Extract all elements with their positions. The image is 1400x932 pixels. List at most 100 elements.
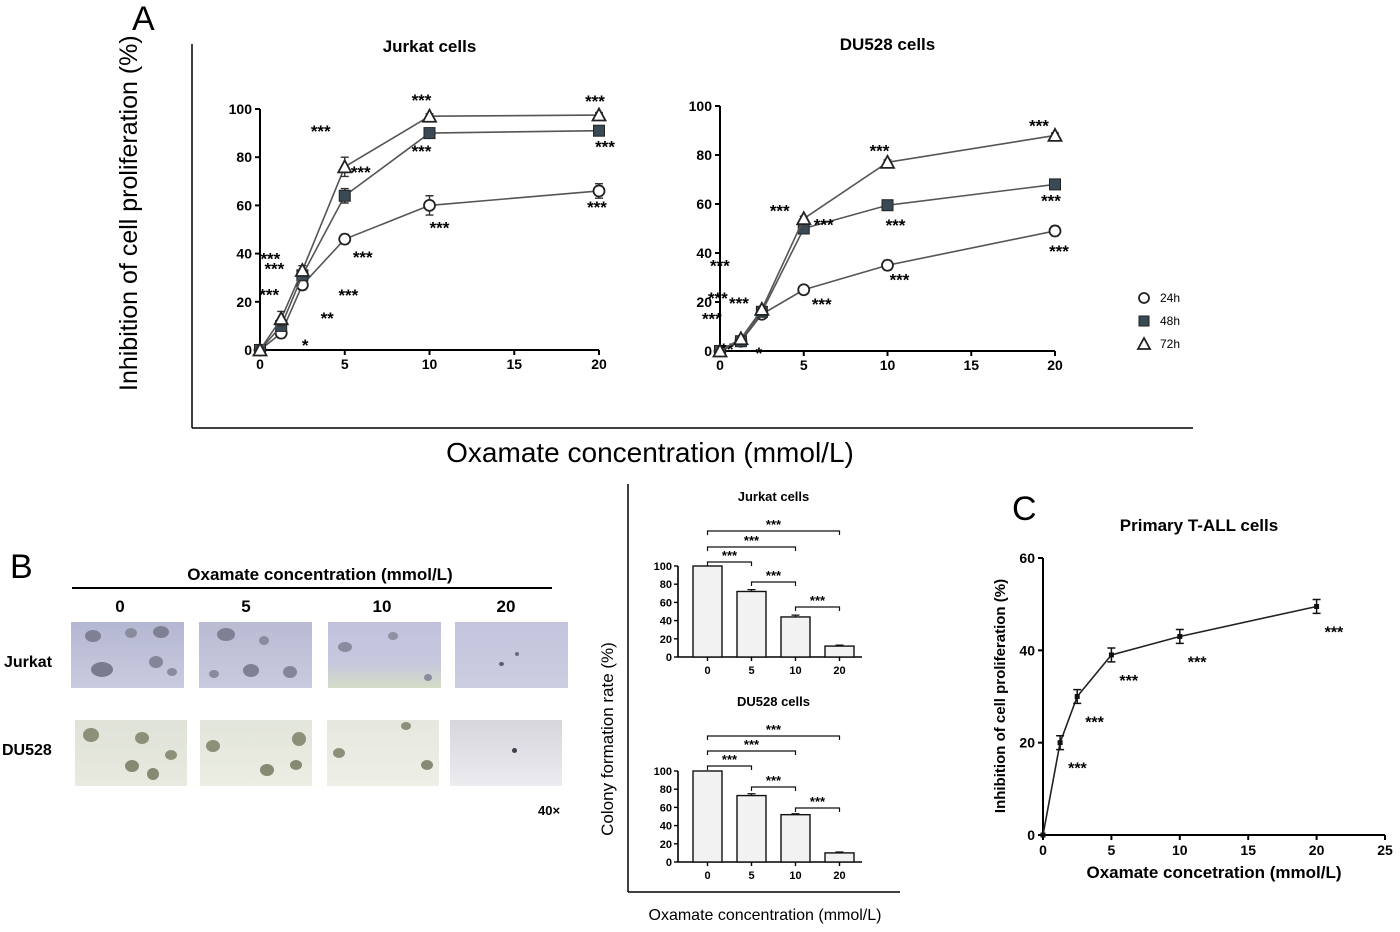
- photo-row-label-jurkat: Jurkat: [4, 654, 53, 671]
- B_du528-bracket-0: [706, 735, 841, 740]
- B_jurkat-bracket-label-0: ***: [766, 517, 782, 532]
- B_jurkat-ytick-label-100: 100: [654, 561, 672, 573]
- B_jurkat-xtick-label-0: 0: [704, 665, 710, 677]
- panel-b-bar-xlabel: Oxamate concentration (mmol/L): [648, 907, 882, 924]
- panel-b-header-rule: [72, 587, 552, 589]
- B_jurkat-bracket-label-2: ***: [722, 548, 738, 563]
- A_jurkat-sig-0-1: *: [302, 336, 309, 355]
- panel-a-xlabel: Oxamate concentration (mmol/L): [446, 437, 854, 468]
- B_jurkat-title: Jurkat cells: [738, 489, 810, 504]
- A_du528-sig-0-2: ***: [702, 309, 722, 328]
- A_du528-sig-0-1: *: [756, 344, 763, 363]
- A_du528-point-2-5: [1046, 127, 1064, 142]
- legend-marker-48h: [1138, 315, 1150, 327]
- A_jurkat-point-2-1: [273, 310, 290, 326]
- A_du528-point-2-2: [753, 300, 770, 316]
- B_jurkat-bar-20: [824, 645, 855, 658]
- chart-c-sig-4: ***: [1188, 654, 1207, 671]
- B_du528-ytick-label-60: 60: [660, 802, 672, 814]
- photo-row-label-du528: DU528: [2, 742, 52, 759]
- B_du528-bracket-label-0: ***: [766, 722, 782, 737]
- chart-c-ylabel: Inhibition of cell proliferation (%): [992, 579, 1009, 813]
- A_jurkat-ytick-label-20: 20: [236, 294, 252, 310]
- A_jurkat-sig-1-4: ***: [412, 142, 432, 161]
- chart-primary-tall: Primary T-ALL cells 0 20 40 60 0 5 10 15 20 25 Oxam…: [992, 516, 1393, 882]
- B_du528-bracket-3: [750, 786, 797, 791]
- A_jurkat-xtick-label-15: 15: [506, 356, 522, 372]
- B_du528-bracket-label-1: ***: [744, 737, 760, 752]
- A_jurkat-sig-2-1: ***: [259, 286, 279, 305]
- A_du528-sig-2-5: ***: [1029, 116, 1049, 135]
- A_jurkat-ytick-label-80: 80: [236, 149, 252, 165]
- A_jurkat-sig-1-1: **: [321, 309, 335, 328]
- photo-col-label-10: 10: [372, 597, 392, 616]
- chart-c-sig-3: ***: [1119, 673, 1138, 690]
- A_jurkat-title: Jurkat cells: [383, 37, 477, 56]
- panel-a-legend: 24h 48h 72h: [1136, 291, 1180, 351]
- B_jurkat-ytick-label-0: 0: [666, 652, 672, 664]
- colony-photo-jurkat-20: [455, 622, 568, 688]
- chart-c-ytick-label-60: 60: [1019, 550, 1035, 566]
- panel-b-letter: B: [10, 548, 33, 586]
- B_du528-bracket-label-2: ***: [722, 752, 738, 767]
- A_jurkat-sig-2-2: ***: [260, 249, 280, 268]
- chart-c-ytick-label-20: 20: [1019, 735, 1035, 751]
- chart-c-ytick-label-40: 40: [1019, 642, 1035, 658]
- A_jurkat-ytick-label-100: 100: [229, 101, 253, 117]
- legend-label-24h: 24h: [1160, 291, 1180, 305]
- chart-c-sig-1: ***: [1068, 761, 1087, 778]
- B_du528-bar-10: [780, 813, 811, 863]
- panel-b-header: Oxamate concentration (mmol/L): [187, 565, 453, 584]
- legend-label-72h: 72h: [1160, 337, 1180, 351]
- A_du528-point-1-5: [1049, 178, 1061, 191]
- A_jurkat-ytick-label-40: 40: [236, 246, 252, 262]
- colony-photo-jurkat-0: [71, 622, 184, 688]
- A_du528-sig-1-2: ***: [708, 289, 728, 308]
- A_du528-xtick-label-0: 0: [716, 357, 724, 373]
- chart-c-point-2: [1074, 694, 1080, 699]
- A_jurkat-sig-0-4: ***: [430, 218, 450, 237]
- panel-b-bar-ylabel: Colony formation rate (%): [598, 642, 617, 836]
- A_jurkat-sig-0-3: ***: [353, 248, 373, 267]
- A_jurkat-point-0-3: [338, 232, 352, 246]
- magnification-label: 40×: [538, 803, 561, 818]
- A_du528-ytick-label-0: 0: [704, 343, 712, 359]
- B_du528-bracket-2: [706, 765, 753, 770]
- A_du528-point-1-4: [881, 199, 894, 212]
- A_du528-xtick-label-5: 5: [800, 357, 808, 373]
- A_du528-sig-0-3: ***: [812, 295, 832, 314]
- A_jurkat-xtick-label-0: 0: [256, 356, 264, 372]
- legend-marker-72h: [1136, 336, 1152, 350]
- B_jurkat-bracket-label-3: ***: [766, 568, 782, 583]
- B_du528-errorbar-10: [791, 813, 800, 815]
- B_du528-ytick-label-0: 0: [666, 857, 672, 869]
- A_jurkat-point-0-5: [592, 184, 606, 198]
- colony-photo-jurkat-10: [328, 622, 441, 688]
- A_jurkat-point-2-2: [294, 262, 311, 277]
- B_du528-xtick-label-0: 0: [704, 870, 710, 882]
- B_jurkat-bracket-label-1: ***: [744, 533, 760, 548]
- photo-col-label-0: 0: [115, 597, 125, 616]
- B_jurkat-bar-5: [736, 590, 767, 658]
- B_du528-bar-20: [824, 852, 855, 863]
- B_du528-bracket-4: [794, 807, 841, 812]
- colony-photo-jurkat-5: [199, 622, 312, 688]
- B_jurkat-errorbar-5: [747, 589, 756, 592]
- B_du528-ytick-label-80: 80: [660, 784, 672, 796]
- B_jurkat-errorbar-10: [791, 614, 800, 617]
- chart-jurkat-colony: Jurkat cells 0 20 40 60 80 100 0 5 10 20 *** *** *** *…: [654, 489, 862, 677]
- A_du528-point-0-4: [881, 258, 894, 272]
- A_jurkat-point-2-5: [590, 106, 608, 122]
- A_du528-sig-2-3: ***: [770, 202, 790, 221]
- A_jurkat-xtick-label-20: 20: [591, 356, 607, 372]
- A_jurkat-sig-0-2: ***: [338, 286, 358, 305]
- chart-c-xtick-label-15: 15: [1240, 842, 1256, 858]
- A_jurkat-point-1-5: [593, 124, 605, 137]
- photo-col-label-5: 5: [241, 597, 251, 616]
- legend-marker-24h: [1138, 292, 1150, 304]
- A_jurkat-point-2-4: [421, 107, 438, 123]
